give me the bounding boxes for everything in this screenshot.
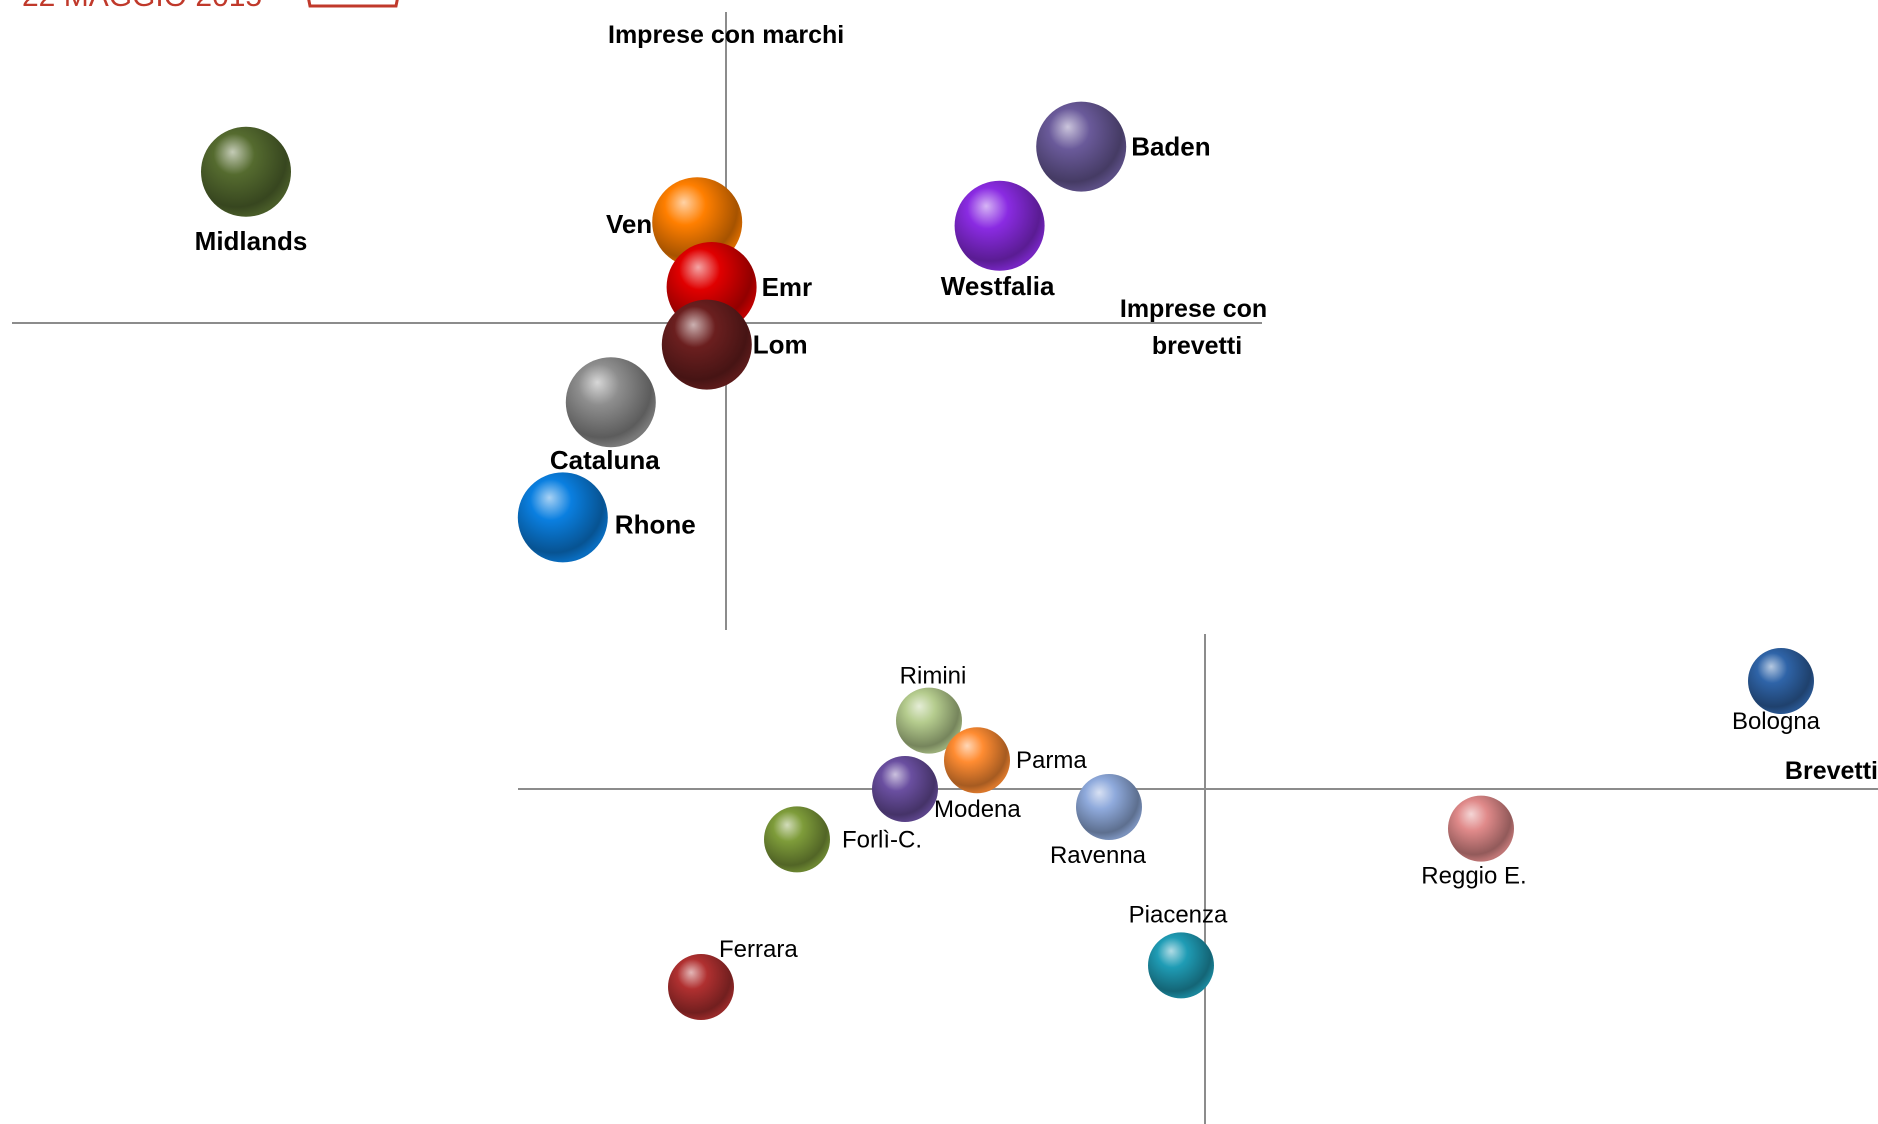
header-date: 22 MAGGIO 2015 [22, 0, 262, 13]
chart2-label-forl-c: Forlì-C. [842, 826, 922, 853]
chart1-label-westfalia: Westfalia [941, 271, 1055, 301]
chart2-label-bologna: Bologna [1732, 708, 1821, 735]
chart2-label-ferrara: Ferrara [719, 936, 798, 963]
chart2-bubble-modena [872, 756, 938, 822]
chart1-label-cataluna: Cataluna [550, 445, 660, 475]
chart2-bubble-forl-c [764, 806, 830, 873]
chart1-bubble-rhone [517, 472, 608, 563]
chart1-points: Midlands Ven Emr Lom Baden Westfalia Cataluna R… [195, 101, 1211, 563]
chart1-bubble-midlands [201, 126, 291, 217]
chart1-y-axis-label: Imprese con marchi [608, 21, 844, 49]
chart2-label-rimini: Rimini [900, 663, 967, 690]
chart1-label-ven: Ven [606, 209, 652, 239]
chart1-label-midlands: Midlands [195, 226, 308, 256]
chart1-label-emr: Emr [762, 272, 813, 302]
chart2-label-piacenza: Piacenza [1129, 901, 1228, 928]
chart1-label-lom: Lom [753, 330, 808, 360]
chart2-bubble-piacenza [1148, 932, 1214, 999]
chart2-bubble-reggio-e [1448, 795, 1514, 862]
chart1-label-rhone: Rhone [615, 509, 696, 539]
chart2-bubble-bologna [1748, 648, 1814, 714]
chart1-bubble-baden [1036, 101, 1127, 192]
logo-fragment [307, 0, 399, 8]
chart2-label-parma: Parma [1016, 747, 1087, 774]
chart2-bubble-ferrara [668, 954, 734, 1020]
chart1-bubble-westfalia [954, 180, 1045, 271]
chart1-label-baden: Baden [1131, 132, 1210, 162]
chart2-bubble-rimini [896, 687, 962, 754]
chart1-x-axis-label: Imprese con brevetti [1120, 295, 1274, 360]
chart2-label-ravenna: Ravenna [1050, 842, 1147, 869]
chart2-bubble-ravenna [1076, 774, 1142, 840]
chart2-label-reggio-e: Reggio E. [1421, 863, 1526, 890]
chart2-label-modena: Modena [934, 796, 1021, 823]
chart2-bubble-parma [944, 727, 1010, 794]
chart2-points: Rimini Parma Modena Forlì-C. Ravenna Reggio E… [668, 648, 1821, 1020]
chart1-bubble-cataluna [565, 357, 656, 448]
chart2-x-axis-label: Brevetti [1785, 757, 1878, 785]
chart1-bubble-lom [661, 299, 752, 390]
